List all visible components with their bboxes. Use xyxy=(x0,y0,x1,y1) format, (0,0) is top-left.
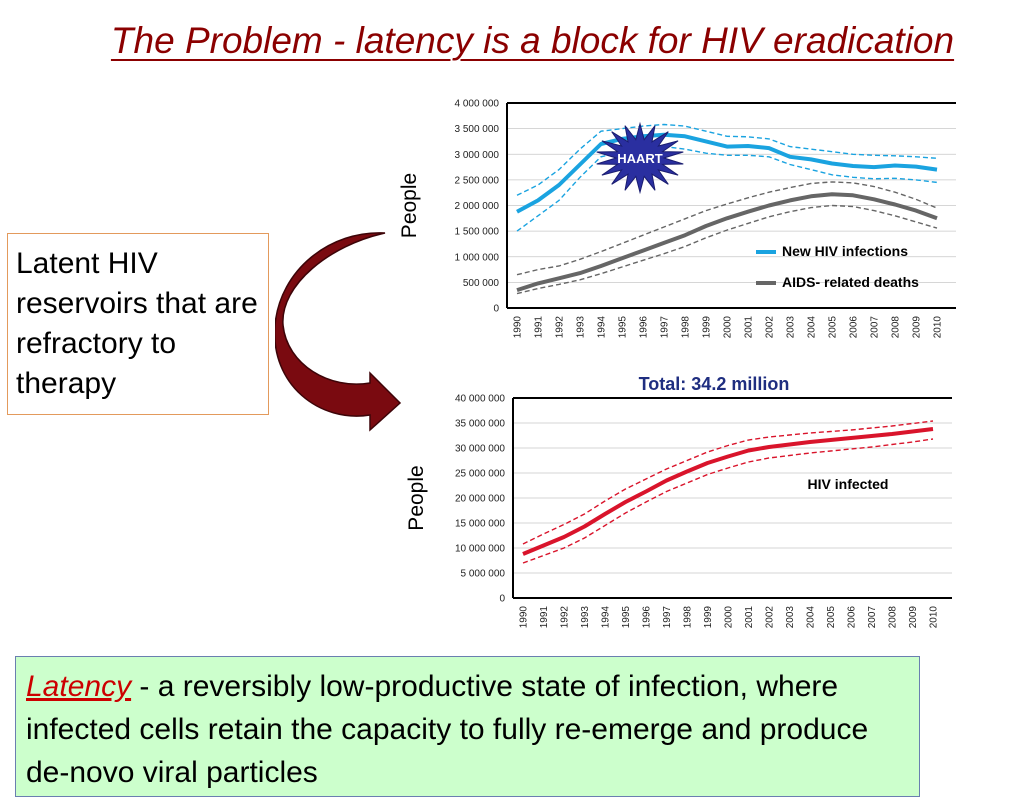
y-axis-title: People xyxy=(398,173,421,238)
hiv-infected-chart: 0 5 000 000 10 000 000 15 000 000 20 000 000… xyxy=(405,374,952,628)
haart-star-icon xyxy=(596,121,684,195)
x-tick-label: 2002 xyxy=(765,606,776,629)
x-tick-label: 2000 xyxy=(723,316,734,339)
new-infections-deaths-chart: 0 500 000 1 000 000 1 500 000 2 000 000 2 500… xyxy=(398,99,956,339)
y-tick-label: 2 500 000 xyxy=(455,175,500,186)
y-tick-label: 4 000 000 xyxy=(455,99,500,110)
x-tick-label: 1998 xyxy=(681,316,692,339)
x-tick-label: 2002 xyxy=(765,316,776,339)
y-tick-label: 0 xyxy=(493,304,499,315)
y-tick-label: 30 000 000 xyxy=(455,444,505,455)
legend-label: New HIV infections xyxy=(782,243,908,259)
x-tick-label: 1999 xyxy=(703,606,714,629)
x-tick-label: 2008 xyxy=(891,316,902,339)
x-tick-label: 1992 xyxy=(555,316,566,339)
x-tick-label: 1990 xyxy=(513,316,524,339)
page-title: The Problem - latency is a block for HIV… xyxy=(110,20,955,61)
x-tick-label: 2010 xyxy=(933,316,944,339)
x-tick-label: 2006 xyxy=(849,316,860,339)
x-tick-label: 2006 xyxy=(847,606,858,629)
x-tick-label: 1996 xyxy=(639,316,650,339)
x-tick-label: 2003 xyxy=(785,606,796,629)
hiv-infected-lower-bound xyxy=(522,438,934,564)
x-tick-label: 1992 xyxy=(560,606,571,629)
hiv-infected-line xyxy=(522,427,934,556)
x-tick-label: 1998 xyxy=(683,606,694,629)
x-tick-label: 1997 xyxy=(660,316,671,339)
x-tick-label: 2009 xyxy=(912,316,923,339)
y-tick-label: 5 000 000 xyxy=(461,569,506,580)
x-tick-label: 1991 xyxy=(539,606,550,629)
y-axis-title: People xyxy=(405,465,428,530)
x-tick-label: 2007 xyxy=(870,316,881,339)
x-tick-label: 2004 xyxy=(807,316,818,339)
x-tick-label: 1997 xyxy=(662,606,673,629)
hiv-infected-upper-bound xyxy=(522,420,934,545)
legend-label: AIDS- related deaths xyxy=(782,274,919,290)
series-label: HIV infected xyxy=(808,476,889,492)
aids-related-deaths-upper-bound xyxy=(516,181,938,276)
new-hiv-infections-line xyxy=(516,132,938,214)
x-tick-label: 1996 xyxy=(642,606,653,629)
chart-title: Total: 34.2 million xyxy=(639,374,790,394)
x-tick-label: 1995 xyxy=(618,316,629,339)
latency-definition: Latency - a reversibly low-productive st… xyxy=(15,656,920,797)
y-tick-label: 2 000 000 xyxy=(455,201,500,212)
y-tick-label: 1 000 000 xyxy=(455,252,500,263)
x-tick-label: 1994 xyxy=(597,316,608,339)
x-tick-label: 2003 xyxy=(786,316,797,339)
x-tick-label: 2009 xyxy=(908,606,919,629)
y-tick-label: 25 000 000 xyxy=(455,469,505,480)
aids-related-deaths-line xyxy=(516,192,938,293)
x-tick-label: 1991 xyxy=(534,316,545,339)
y-tick-label: 0 xyxy=(499,594,505,605)
haart-label: HAART xyxy=(617,151,663,166)
x-tick-label: 2001 xyxy=(744,606,755,629)
y-tick-label: 1 500 000 xyxy=(455,227,500,238)
y-tick-label: 20 000 000 xyxy=(455,494,505,505)
x-tick-label: 2005 xyxy=(828,316,839,339)
latent-reservoir-text: Latent HIV reservoirs that are refractor… xyxy=(16,247,258,400)
x-tick-label: 1990 xyxy=(519,606,530,629)
y-tick-label: 10 000 000 xyxy=(455,544,505,555)
definition-term: Latency xyxy=(26,670,132,703)
y-tick-label: 3 500 000 xyxy=(455,124,500,135)
x-tick-label: 1993 xyxy=(580,606,591,629)
x-tick-label: 2001 xyxy=(744,316,755,339)
latent-reservoir-note: Latent HIV reservoirs that are refractor… xyxy=(7,233,269,415)
y-tick-label: 40 000 000 xyxy=(455,394,505,405)
y-tick-label: 500 000 xyxy=(463,278,500,289)
curved-arrow-icon xyxy=(275,232,402,432)
y-tick-label: 3 000 000 xyxy=(455,150,500,161)
x-tick-label: 2004 xyxy=(806,606,817,629)
aids-related-deaths-lower-bound xyxy=(516,204,938,295)
new-hiv-infections-lower-bound xyxy=(516,145,938,232)
x-tick-label: 2000 xyxy=(724,606,735,629)
x-tick-label: 2007 xyxy=(867,606,878,629)
x-tick-label: 1999 xyxy=(702,316,713,339)
x-tick-label: 1994 xyxy=(601,606,612,629)
y-tick-label: 15 000 000 xyxy=(455,519,505,530)
new-hiv-infections-upper-bound xyxy=(516,123,938,196)
x-tick-label: 2008 xyxy=(888,606,899,629)
definition-text: - a reversibly low-productive state of i… xyxy=(26,670,869,789)
x-tick-label: 1993 xyxy=(576,316,587,339)
x-tick-label: 1995 xyxy=(621,606,632,629)
y-tick-label: 35 000 000 xyxy=(455,419,505,430)
x-tick-label: 2005 xyxy=(826,606,837,629)
x-tick-label: 2010 xyxy=(929,606,940,629)
